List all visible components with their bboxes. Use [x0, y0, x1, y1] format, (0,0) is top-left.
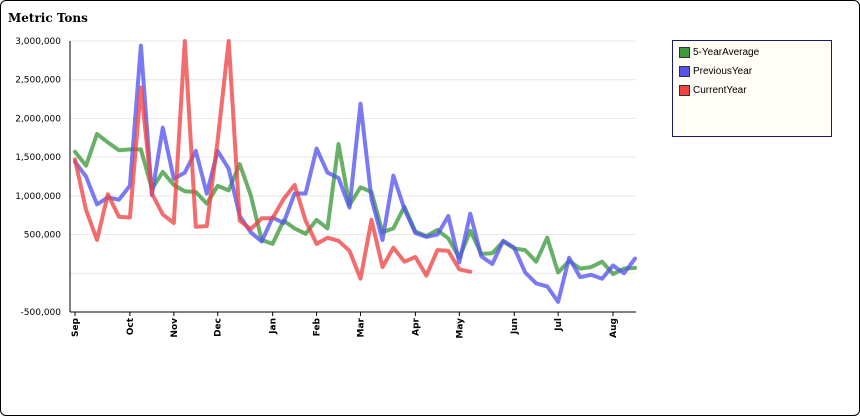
legend-item-5-year-average: 5-YearAverage: [679, 45, 759, 59]
x-tick-label: Feb: [313, 317, 323, 336]
legend-label-previous-year: PreviousYear: [693, 65, 753, 77]
y-tick-label: -500,000: [21, 308, 62, 318]
y-tick-label: 2,500,000: [15, 76, 61, 86]
legend-swatch-5-year-average: [679, 46, 690, 58]
x-tick-label: Jun: [510, 318, 520, 335]
series-lines: [73, 39, 637, 304]
x-tick-label: Oct: [126, 317, 136, 335]
x-tick-label: Aug: [609, 318, 619, 338]
legend-label-current-year: CurrentYear: [693, 84, 747, 96]
legend-item-current-year: CurrentYear: [679, 83, 747, 97]
legend-swatch-previous-year: [679, 65, 690, 77]
series-line-previousyear: [73, 43, 637, 304]
x-tick-label: May: [455, 318, 465, 339]
series-line-currentyear: [73, 39, 473, 281]
legend-label-5-year-average: 5-YearAverage: [693, 46, 760, 58]
x-tick-label: Jul: [554, 318, 564, 332]
legend-item-previous-year: PreviousYear: [679, 64, 752, 78]
x-tick-label: Jan: [269, 318, 279, 335]
series-line-5-yearaverage: [73, 131, 637, 277]
y-tick-label: 500,000: [24, 231, 61, 241]
y-tick-label: 1,000,000: [15, 192, 61, 202]
x-tick-labels: Sep Oct Nov Dec Jan Feb Mar Apr May Jun Jul Aug: [71, 312, 619, 339]
y-tick-labels: 3,000,000 2,500,000 2,000,000 1,500,000 1,00…: [15, 37, 61, 318]
legend-swatch-current-year: [679, 84, 690, 96]
x-tick-label: Dec: [214, 318, 224, 337]
y-tick-label: 1,500,000: [15, 153, 61, 163]
x-tick-label: Sep: [71, 317, 81, 337]
gridlines: [70, 40, 636, 313]
x-tick-label: Mar: [356, 317, 366, 337]
x-tick-label: Apr: [411, 317, 421, 335]
axes: [69, 41, 636, 313]
y-tick-label: 2,000,000: [15, 114, 61, 124]
legend: 5-YearAverage PreviousYear CurrentYear: [672, 40, 832, 137]
y-axis-title: Metric Tons: [8, 11, 88, 25]
x-tick-label: Nov: [170, 318, 180, 338]
y-tick-label: 3,000,000: [15, 37, 61, 47]
